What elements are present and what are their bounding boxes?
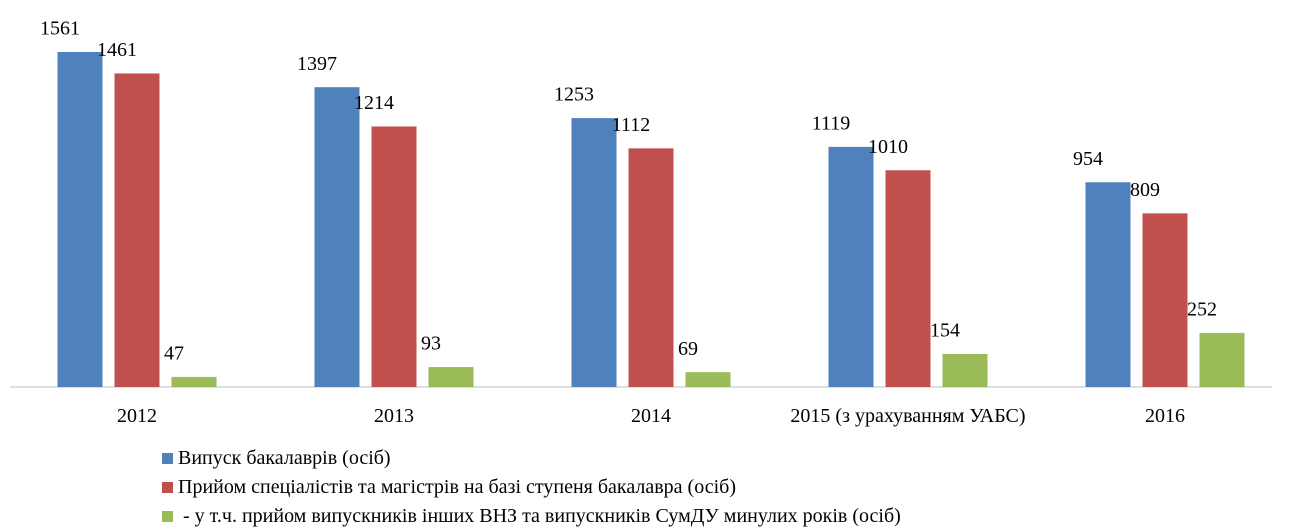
data-label: 154 [930,320,960,342]
bar [828,146,874,387]
data-label: 1461 [97,39,137,61]
data-label: 47 [164,343,184,365]
bar [114,73,160,387]
bar [371,126,417,387]
legend-entry: Випуск бакалаврів (осіб) [162,446,391,470]
x-tick-label: 2016 [1145,405,1185,427]
data-label: 252 [1187,299,1217,321]
data-label: 1214 [354,92,394,114]
data-label: 1397 [297,53,337,75]
bar [628,148,674,387]
x-tick-label: 2014 [631,405,671,427]
x-tick-label: 2013 [374,405,414,427]
data-label: 69 [678,338,698,360]
bar [885,170,931,387]
legend-swatch [162,452,173,464]
data-label: 1010 [868,136,908,158]
legend-swatch [162,481,173,493]
data-label: 1119 [812,112,851,134]
x-tick-label: 2015 (з урахуванням УАБС) [790,405,1026,427]
bar [571,118,617,387]
bar [942,353,988,387]
bar [1199,332,1245,387]
bar [314,87,360,388]
bar [685,372,731,387]
legend-label: Прийом спеціалістів та магістрів на базі… [178,476,736,498]
data-label: 1561 [40,18,80,40]
x-tick-label: 2012 [117,405,157,427]
bar [57,52,103,387]
bar [171,376,217,387]
legend-entry: Прийом спеціалістів та магістрів на базі… [162,475,736,499]
legend-entry: - у т.ч. прийом випускників інших ВНЗ та… [162,504,901,528]
data-label: 809 [1130,179,1160,201]
data-label: 1112 [612,114,651,136]
bar [428,367,474,387]
bar [1142,213,1188,387]
data-label: 93 [421,333,441,355]
legend-label: - у т.ч. прийом випускників інших ВНЗ та… [178,505,901,527]
data-label: 1253 [554,84,594,106]
bar [1085,182,1131,387]
legend-swatch [162,510,173,522]
data-label: 954 [1073,148,1103,170]
legend-label: Випуск бакалаврів (осіб) [178,447,391,469]
